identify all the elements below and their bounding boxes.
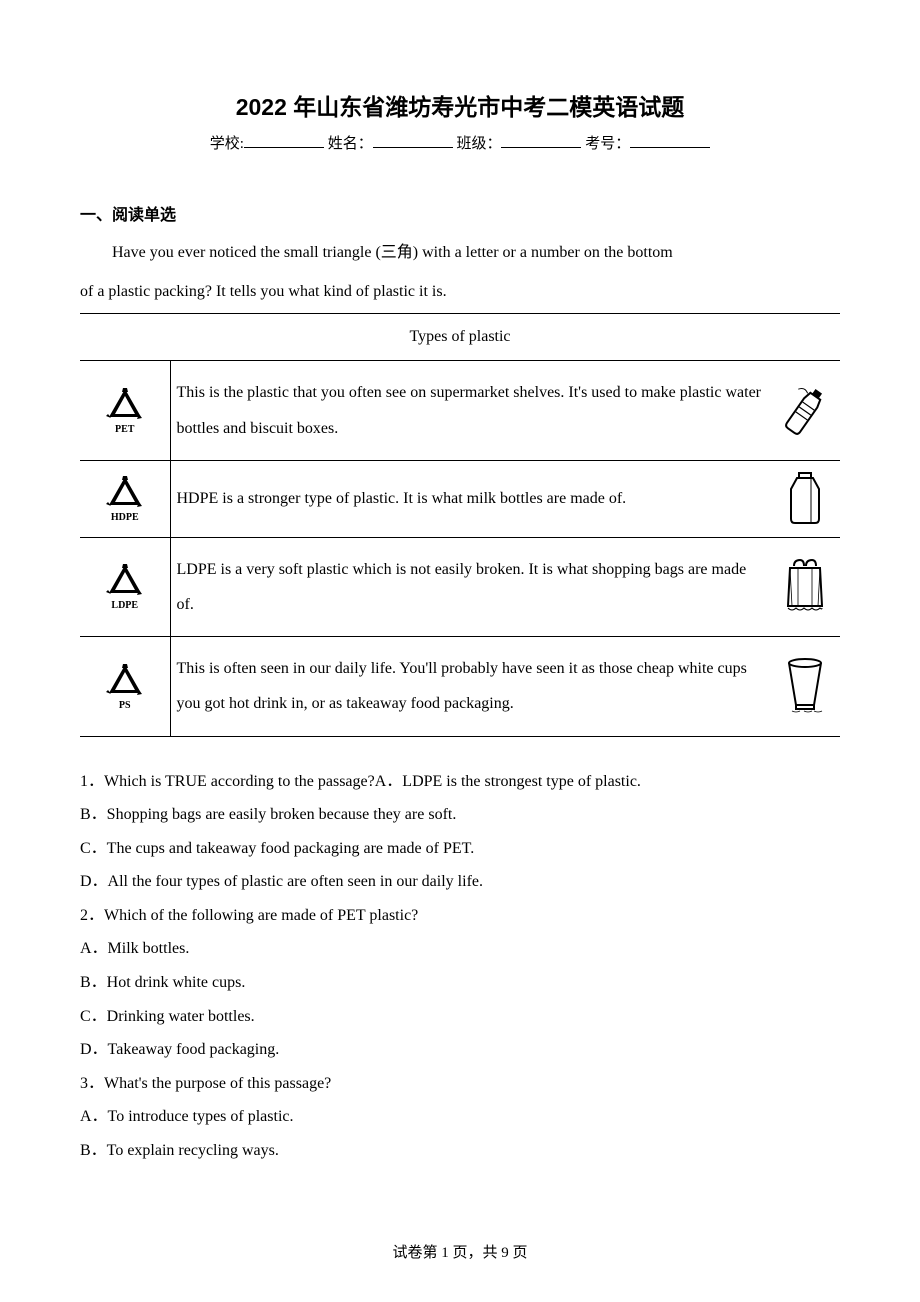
class-blank — [501, 134, 581, 148]
section-heading: 一、阅读单选 — [80, 201, 840, 225]
product-image-cell — [770, 460, 840, 537]
table-row: 6 PS This is often seen in our daily lif… — [80, 637, 840, 736]
plastic-description: HDPE is a stronger type of plastic. It i… — [170, 460, 770, 537]
product-image-cell — [770, 361, 840, 460]
recycle-icon-cell: 4 LDPE — [80, 537, 170, 636]
examno-label: 考号： — [585, 136, 630, 152]
question-option: B．Shopping bags are easily broken becaus… — [80, 798, 840, 832]
passage-line-2: of a plastic packing? It tells you what … — [80, 274, 840, 309]
svg-text:1: 1 — [122, 400, 129, 415]
table-row: 1 PET This is the plastic that you often… — [80, 361, 840, 460]
table-row: 4 LDPE LDPE is a very soft plastic which… — [80, 537, 840, 636]
table-header-row: Types of plastic — [80, 314, 840, 361]
recycle-code-label: PET — [86, 424, 164, 435]
document-title: 2022 年山东省潍坊寿光市中考二模英语试题 — [80, 88, 840, 122]
school-blank — [244, 134, 324, 148]
question-option: A．To introduce types of plastic. — [80, 1100, 840, 1134]
table-row: 2 HDPE HDPE is a stronger type of plasti… — [80, 460, 840, 537]
svg-text:6: 6 — [122, 677, 128, 691]
product-image-cell — [770, 637, 840, 736]
shopping-bag-icon — [782, 558, 828, 616]
class-label: 班级： — [456, 136, 501, 152]
recycle-code-label: LDPE — [86, 600, 164, 611]
recycle-icon-cell: 2 HDPE — [80, 460, 170, 537]
question-option: D．All the four types of plastic are ofte… — [80, 865, 840, 899]
recycle-icon-cell: 6 PS — [80, 637, 170, 736]
question-option: B．To explain recycling ways. — [80, 1134, 840, 1168]
recycle-code-label: HDPE — [86, 512, 164, 523]
plastic-description: LDPE is a very soft plastic which is not… — [170, 537, 770, 636]
examno-blank — [630, 134, 710, 148]
page-footer: 试卷第 1 页，共 9 页 — [0, 1241, 920, 1262]
school-label: 学校: — [210, 136, 244, 152]
plastic-description: This is the plastic that you often see o… — [170, 361, 770, 460]
question-option: D．Takeaway food packaging. — [80, 1033, 840, 1067]
svg-text:4: 4 — [122, 577, 128, 591]
milk-bottle-icon — [783, 469, 827, 529]
plastic-types-table: Types of plastic 1 PET This is the plast… — [80, 313, 840, 736]
table-header: Types of plastic — [80, 314, 840, 361]
svg-text:2: 2 — [122, 488, 129, 503]
question-text: 1．Which is TRUE according to the passage… — [80, 765, 840, 799]
name-blank — [373, 134, 453, 148]
passage-line-1: Have you ever noticed the small triangle… — [80, 235, 840, 270]
name-label: 姓名： — [328, 136, 373, 152]
question-option: A．Milk bottles. — [80, 932, 840, 966]
plastic-description: This is often seen in our daily life. Yo… — [170, 637, 770, 736]
question-option: C．Drinking water bottles. — [80, 1000, 840, 1034]
recycle-icon-cell: 1 PET — [80, 361, 170, 460]
student-info-line: 学校: 姓名： 班级： 考号： — [80, 132, 840, 153]
product-image-cell — [770, 537, 840, 636]
recycle-triangle-icon: 4 — [103, 562, 147, 602]
recycle-code-label: PS — [86, 700, 164, 711]
recycle-triangle-icon: 1 — [103, 386, 147, 426]
question-text: 3．What's the purpose of this passage? — [80, 1067, 840, 1101]
recycle-triangle-icon: 6 — [103, 662, 147, 702]
bottle-tilted-icon — [781, 381, 829, 441]
question-option: C．The cups and takeaway food packaging a… — [80, 832, 840, 866]
cup-icon — [784, 655, 826, 717]
question-option: B．Hot drink white cups. — [80, 966, 840, 1000]
questions-block: 1．Which is TRUE according to the passage… — [80, 765, 840, 1168]
question-text: 2．Which of the following are made of PET… — [80, 899, 840, 933]
recycle-triangle-icon: 2 — [103, 474, 147, 514]
page-container: 2022 年山东省潍坊寿光市中考二模英语试题 学校: 姓名： 班级： 考号： 一… — [0, 0, 920, 1168]
